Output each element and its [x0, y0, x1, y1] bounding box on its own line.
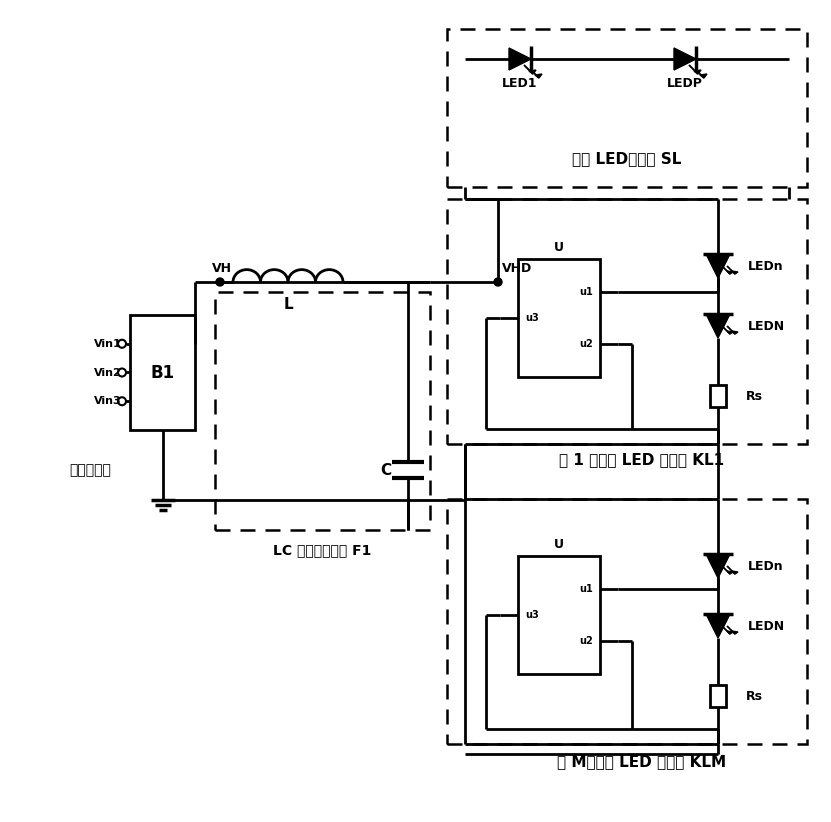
Polygon shape	[732, 631, 738, 634]
Polygon shape	[674, 48, 696, 70]
Text: 第 M级受控 LED 子电路 KLM: 第 M级受控 LED 子电路 KLM	[558, 755, 726, 769]
Polygon shape	[727, 271, 733, 274]
Text: u1: u1	[579, 287, 593, 297]
Text: 常亮 LED子电路 SL: 常亮 LED子电路 SL	[573, 151, 681, 167]
Text: 第 1 级受控 LED 子电路 KL1: 第 1 级受控 LED 子电路 KL1	[559, 452, 725, 468]
Text: u2: u2	[579, 339, 593, 349]
Polygon shape	[732, 271, 738, 274]
Text: u3: u3	[525, 313, 538, 323]
Text: U: U	[554, 241, 564, 253]
Polygon shape	[529, 70, 536, 74]
Text: Rs: Rs	[746, 690, 763, 703]
Text: LC 高压滤波电路 F1: LC 高压滤波电路 F1	[273, 543, 371, 557]
Text: U: U	[554, 538, 564, 551]
Text: LEDP: LEDP	[667, 76, 703, 90]
Bar	[710, 385, 726, 407]
Bar	[710, 685, 726, 707]
Text: u1: u1	[579, 584, 593, 594]
Polygon shape	[727, 631, 733, 634]
Text: 三相电输入: 三相电输入	[69, 463, 111, 477]
Text: VH: VH	[212, 261, 232, 275]
Text: L: L	[283, 297, 293, 312]
Bar	[130, 315, 195, 430]
Text: LEDN: LEDN	[748, 620, 785, 632]
Polygon shape	[535, 74, 542, 78]
Text: Vin2: Vin2	[94, 367, 122, 377]
Text: LEDN: LEDN	[748, 320, 785, 333]
Bar	[518, 259, 600, 377]
Polygon shape	[706, 614, 730, 638]
Bar	[447, 499, 807, 744]
Polygon shape	[727, 571, 733, 574]
Text: u3: u3	[525, 610, 538, 620]
Polygon shape	[694, 70, 701, 74]
Circle shape	[494, 278, 502, 286]
Polygon shape	[706, 314, 730, 338]
Bar	[215, 292, 430, 530]
Polygon shape	[732, 331, 738, 334]
Text: C: C	[381, 463, 391, 478]
Polygon shape	[509, 48, 531, 70]
Text: Vin3: Vin3	[95, 396, 122, 406]
Text: B1: B1	[150, 363, 175, 381]
Text: VHD: VHD	[502, 261, 532, 275]
Polygon shape	[727, 331, 733, 334]
Text: Vin1: Vin1	[94, 339, 122, 349]
Bar	[447, 29, 807, 187]
Text: u2: u2	[579, 636, 593, 646]
Text: Rs: Rs	[746, 390, 763, 403]
Polygon shape	[732, 571, 738, 574]
Circle shape	[216, 278, 224, 286]
Polygon shape	[706, 554, 730, 578]
Text: LED1: LED1	[502, 76, 538, 90]
Bar	[518, 556, 600, 674]
Text: LEDn: LEDn	[748, 560, 784, 572]
Polygon shape	[706, 254, 730, 278]
Bar	[447, 199, 807, 444]
Polygon shape	[700, 74, 707, 78]
Text: LEDn: LEDn	[748, 260, 784, 273]
